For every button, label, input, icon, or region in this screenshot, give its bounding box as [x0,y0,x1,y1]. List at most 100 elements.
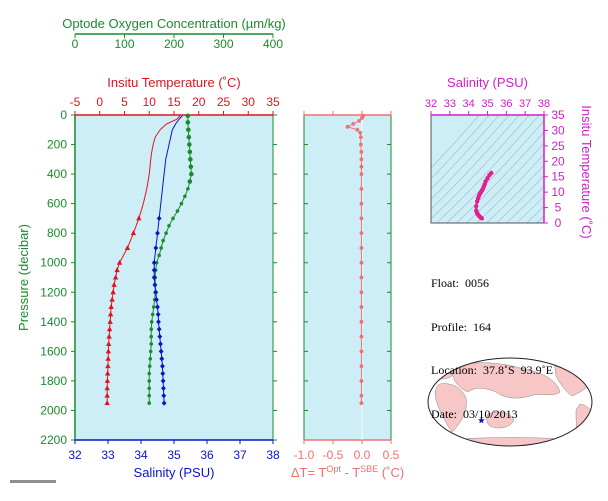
salinity-tick-label: 34 [134,448,148,462]
temperature-data-point [105,340,112,346]
temperature-data-point [112,274,119,280]
temperature-tick-label: 20 [192,95,206,109]
salinity-tick-label: 35 [167,448,181,462]
oxygen-tick-label: 0 [72,37,79,51]
ts-contour-line [486,164,544,223]
salinity-tick-label: 38 [266,448,280,462]
oxygen-data-point [187,179,193,184]
ts-temperature-tick-label: 20 [551,154,565,168]
temperature-data-point [108,304,114,310]
delta-data-point [351,121,356,126]
oxygen-data-point [185,113,191,119]
pressure-tick-label: 1400 [40,315,67,329]
ts-temperature-tick-label: 15 [551,170,565,184]
australia-landmass [486,411,515,429]
temperature-data-point [105,363,111,369]
ts-contour-line [476,153,544,223]
temperature-data-point [107,311,114,317]
delta-data-point [359,364,364,369]
oxygen-data-point [171,216,175,221]
oxygen-data-point [188,164,194,170]
salinity-data-point [160,370,166,377]
ts-contour-line [431,115,530,220]
ts-temperature-tick-label: 10 [551,185,565,199]
delta-data-point [359,305,364,309]
ts-data-point [474,199,480,204]
pressure-tick-label: 600 [47,197,67,211]
ts-temperature-tick-label: 30 [551,123,565,137]
oxygen-data-point [159,246,163,250]
date-text: Date: 03/10/2013 [431,406,518,421]
oxygen-profile-line [148,115,192,404]
ts-temperature-tick-label: 0 [555,216,562,230]
ts-contour-line [431,115,490,180]
oxygen-data-point [148,356,153,361]
ts-salinity-tick-label: 33 [444,98,456,110]
ts-density-contours [431,115,544,223]
oxygen-data-point [187,142,192,147]
credit-scribble [10,480,56,483]
salinity-data-point [158,341,163,347]
oxygen-data-point [187,149,193,155]
delta-data-point [359,246,364,250]
ts-contour-line [506,185,544,223]
world-map-outline [427,357,593,447]
salinity-data-point [161,392,167,399]
salinity-data-point [155,311,161,318]
temperature-data-point [107,318,113,324]
temperature-data-point [124,244,131,250]
salinity-profile-line [153,115,183,404]
oxygen-data-point [186,127,191,133]
delta-plot-area [304,115,391,440]
salinity-data-point [156,215,162,222]
temperature-data-point [104,400,110,406]
delta-data-point [355,127,360,132]
delta-tick-label: -0.5 [323,448,344,462]
ts-data-point [474,203,479,209]
ts-temperature-tick-label: 5 [555,201,562,215]
temperature-data-point [116,259,123,265]
salinity-data-point [154,296,159,303]
oxygen-data-point [164,231,168,235]
oxygen-data-point [148,349,153,354]
ts-salinity-tick-label: 32 [425,98,437,110]
oxygen-axis-label: Optode Oxygen Concentration (µm/kg) [62,16,286,31]
float-location-marker [477,416,485,424]
temperature-data-point [110,289,116,295]
salinity-axis-label: Salinity (PSU) [134,465,215,480]
pressure-tick-label: 800 [47,226,67,240]
ts-contour-line [516,195,544,223]
pressure-tick-label: 400 [47,167,67,181]
delta-tick-label: -1.0 [294,448,315,462]
ts-salinity-tick-label: 37 [519,98,531,110]
delta-data-point [359,157,364,162]
salinity-data-point [161,400,167,406]
delta-data-point [359,275,364,280]
delta-data-point [359,290,364,295]
salinity-data-point [151,260,157,266]
oxygen-data-point [189,171,194,177]
salinity-data-point [155,304,160,310]
salinity-tick-label: 37 [233,448,247,462]
salinity-data-point [158,348,164,355]
oxygen-data-point [167,223,171,228]
profile-plot-area [75,115,273,440]
salinity-data-point [151,267,157,273]
temperature-tick-label: 35 [266,95,280,109]
delta-data-point [359,260,364,265]
delta-data-point [358,142,363,147]
salinity-data-point [157,333,163,340]
salinity-tick-label: 36 [200,448,214,462]
ts-salinity-tick-label: 34 [463,98,475,110]
delta-data-point [359,201,364,206]
salinity-data-point [153,289,159,295]
oxygen-data-point [149,342,154,346]
delta-data-point [359,349,364,354]
delta-data-point [345,124,350,129]
temperature-tick-label: 5 [121,95,128,109]
ts-contour-line [496,175,544,223]
salinity-data-point [161,385,166,391]
delta-data-point [359,216,364,221]
profile-number-text: Profile: 164 [431,319,491,334]
oxygen-data-point [186,134,192,140]
